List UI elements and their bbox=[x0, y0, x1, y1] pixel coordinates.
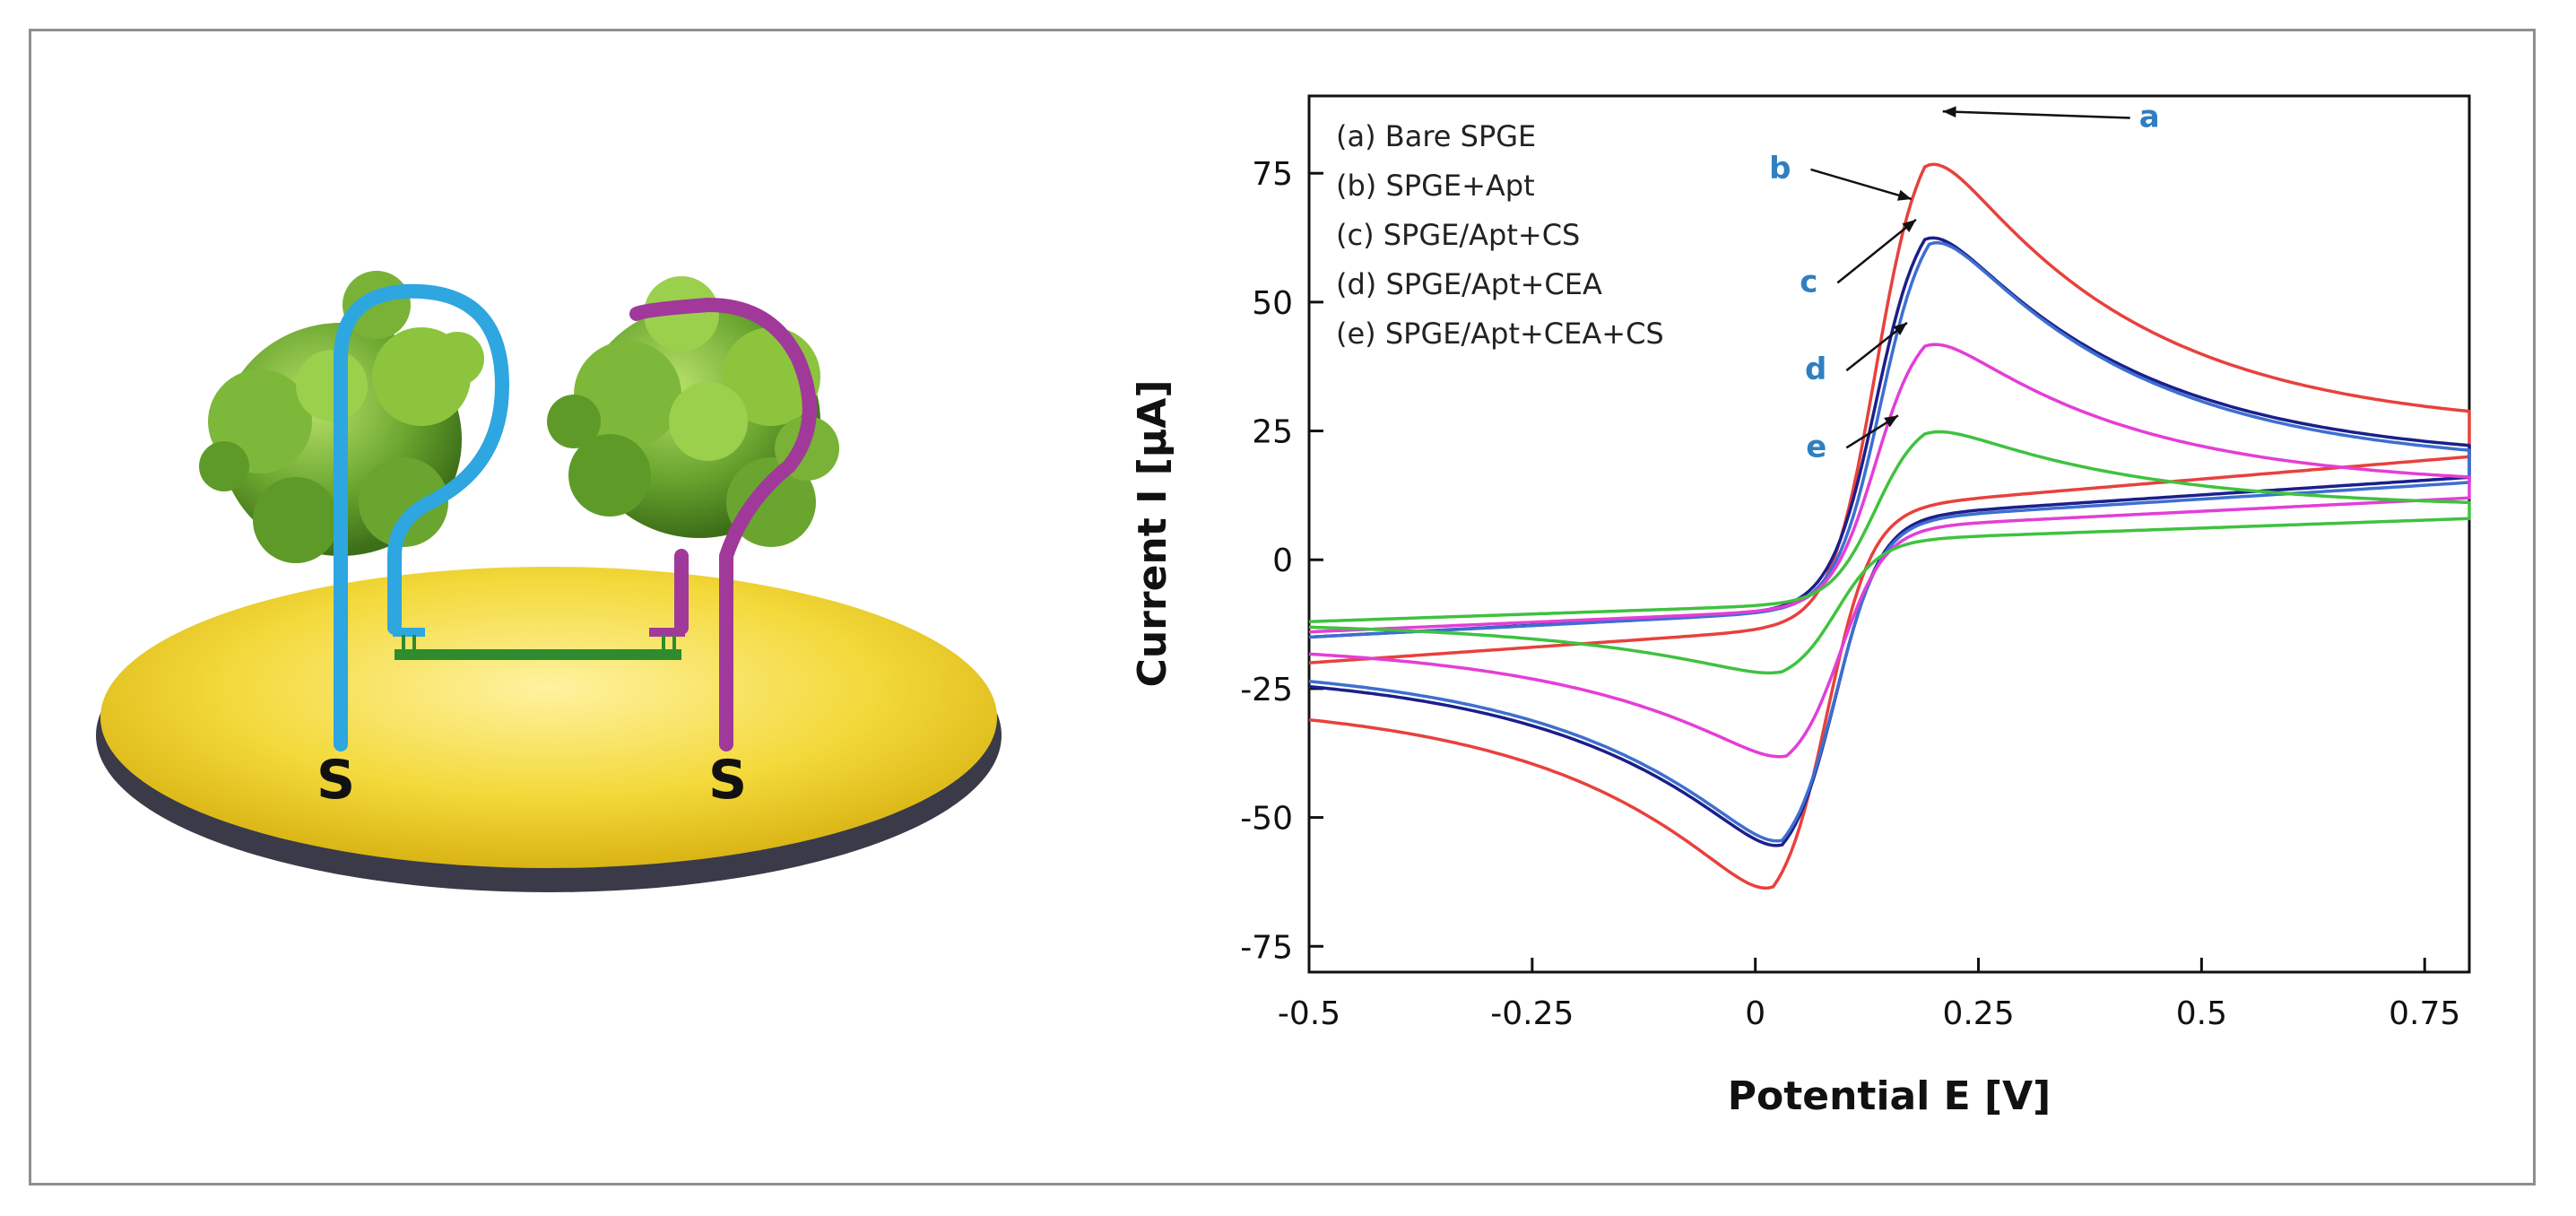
cv-curve-e bbox=[1308, 430, 2471, 675]
aptamer-strand-blue bbox=[334, 283, 509, 751]
legend-entry-b: (b) SPGE+Apt bbox=[1336, 169, 1535, 203]
aptamer-strand-purple bbox=[629, 298, 817, 751]
annotation-arrowhead bbox=[1942, 106, 1956, 117]
sulfur-label-left: S bbox=[317, 749, 355, 812]
y-tick-label: 50 bbox=[1252, 285, 1293, 322]
y-tick-label: 0 bbox=[1272, 543, 1293, 579]
annotation-arrow bbox=[1836, 218, 1917, 284]
y-tick-label: -25 bbox=[1240, 672, 1293, 708]
cv-curve-d bbox=[1308, 343, 2471, 759]
x-tick-label: 0.75 bbox=[2389, 995, 2460, 1032]
y-tick-label: -50 bbox=[1240, 801, 1293, 838]
curve-label-c: c bbox=[1800, 264, 1817, 300]
x-tick-label: -0.5 bbox=[1278, 995, 1340, 1032]
curve-label-d: d bbox=[1805, 352, 1826, 387]
legend-entry-a: (a) Bare SPGE bbox=[1336, 119, 1536, 153]
cv-curve-a bbox=[1308, 162, 2471, 890]
legend-entry-d: (d) SPGE/Apt+CEA bbox=[1336, 267, 1602, 301]
curve-label-e: e bbox=[1806, 429, 1826, 465]
cv-chart: -0.5 -0.25 0 0.25 0.5 0.75 -75 -50 -25 0 25 50 75 a… bbox=[1130, 94, 2471, 1119]
x-tick-label: 0.25 bbox=[1942, 995, 2014, 1032]
x-axis-ticks: -0.5 -0.25 0 0.25 0.5 0.75 bbox=[1278, 958, 2460, 1032]
plot-area bbox=[1307, 94, 2471, 974]
y-tick-label: -75 bbox=[1240, 929, 1293, 966]
annotation-arrowhead bbox=[1902, 219, 1916, 233]
annotation-arrow bbox=[1810, 168, 1912, 201]
y-tick-label: 75 bbox=[1252, 156, 1293, 193]
legend-entry-c: (c) SPGE/Apt+CS bbox=[1336, 218, 1580, 252]
gold-electrode-disc bbox=[100, 567, 997, 868]
curve-annotations: a b c d e bbox=[1769, 99, 2159, 465]
annotation-arrowhead bbox=[1896, 189, 1912, 201]
annotation-arrowhead bbox=[1884, 415, 1898, 428]
protein-right bbox=[547, 276, 839, 547]
annotation-arrow bbox=[1942, 109, 2130, 119]
hybridized-linker bbox=[393, 628, 685, 660]
legend: (a) Bare SPGE (b) SPGE+Apt (c) SPGE/Apt+… bbox=[1336, 119, 1664, 351]
x-tick-label: 0.5 bbox=[2176, 995, 2227, 1032]
y-tick-label: 25 bbox=[1252, 414, 1293, 451]
x-tick-label: -0.25 bbox=[1490, 995, 1574, 1032]
y-axis-ticks: -75 -50 -25 0 25 50 75 bbox=[1240, 156, 1323, 966]
legend-entry-e: (e) SPGE/Apt+CEA+CS bbox=[1336, 317, 1664, 351]
cv-curves bbox=[1308, 162, 2471, 890]
annotation-arrowhead bbox=[1893, 322, 1907, 335]
cv-curve-c bbox=[1308, 240, 2471, 843]
x-axis-title: Potential E [V] bbox=[1728, 1073, 2051, 1119]
curve-label-b: b bbox=[1769, 151, 1791, 187]
sulfur-label-right: S bbox=[708, 749, 747, 812]
y-axis-title: Current I [μA] bbox=[1130, 380, 1175, 688]
x-tick-label: 0 bbox=[1745, 995, 1765, 1032]
aptasensor-illustration: S S bbox=[96, 271, 1002, 892]
curve-label-a: a bbox=[2139, 99, 2160, 135]
